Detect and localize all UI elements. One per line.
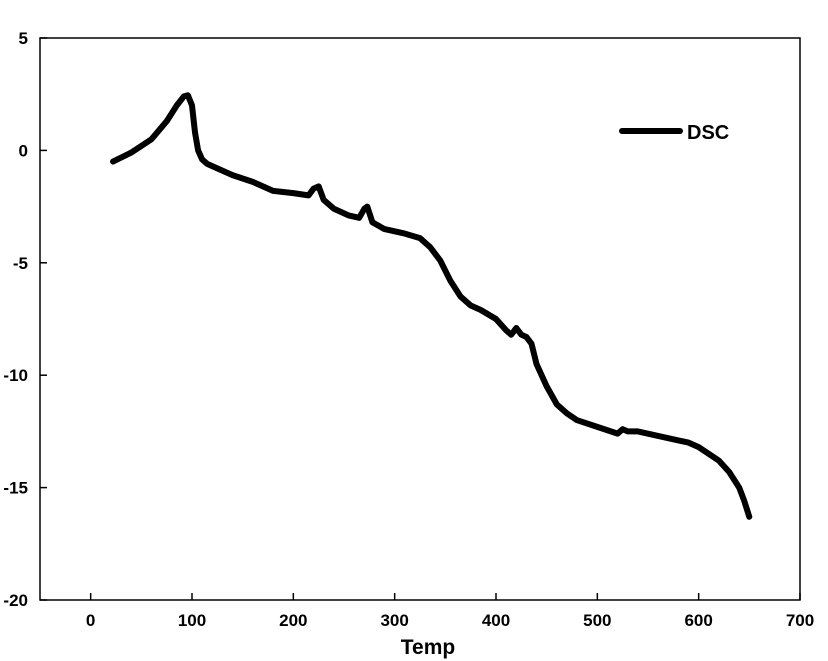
x-axis-title: Temp bbox=[401, 636, 455, 659]
y-tick-label-0: 0 bbox=[19, 141, 28, 160]
y-tick-label--5: -5 bbox=[13, 254, 28, 273]
y-tick-label--15: -15 bbox=[3, 479, 28, 498]
labels-layer: 0 100 200 300 400 500 600 700 5 0 -5 -10 -15 -20 bbox=[3, 29, 814, 630]
x-tick-label-0: 0 bbox=[86, 611, 95, 630]
x-tick-label-700: 700 bbox=[786, 611, 814, 630]
x-tick-label-400: 400 bbox=[482, 611, 510, 630]
y-tick-label--20: -20 bbox=[3, 591, 28, 610]
y-tick-label--10: -10 bbox=[3, 366, 28, 385]
ticks-layer bbox=[40, 37, 801, 601]
legend-label-dsc: DSC bbox=[687, 122, 729, 144]
x-tick-label-600: 600 bbox=[684, 611, 712, 630]
x-tick-label-500: 500 bbox=[583, 611, 611, 630]
x-tick-label-100: 100 bbox=[178, 611, 206, 630]
x-tick-label-200: 200 bbox=[279, 611, 307, 630]
series-line-dsc bbox=[110, 92, 753, 520]
series-layer bbox=[110, 92, 753, 520]
plot-frame bbox=[39, 37, 801, 601]
y-tick-label-5: 5 bbox=[19, 29, 28, 48]
legend: DSC bbox=[619, 122, 729, 144]
x-tick-label-300: 300 bbox=[380, 611, 408, 630]
